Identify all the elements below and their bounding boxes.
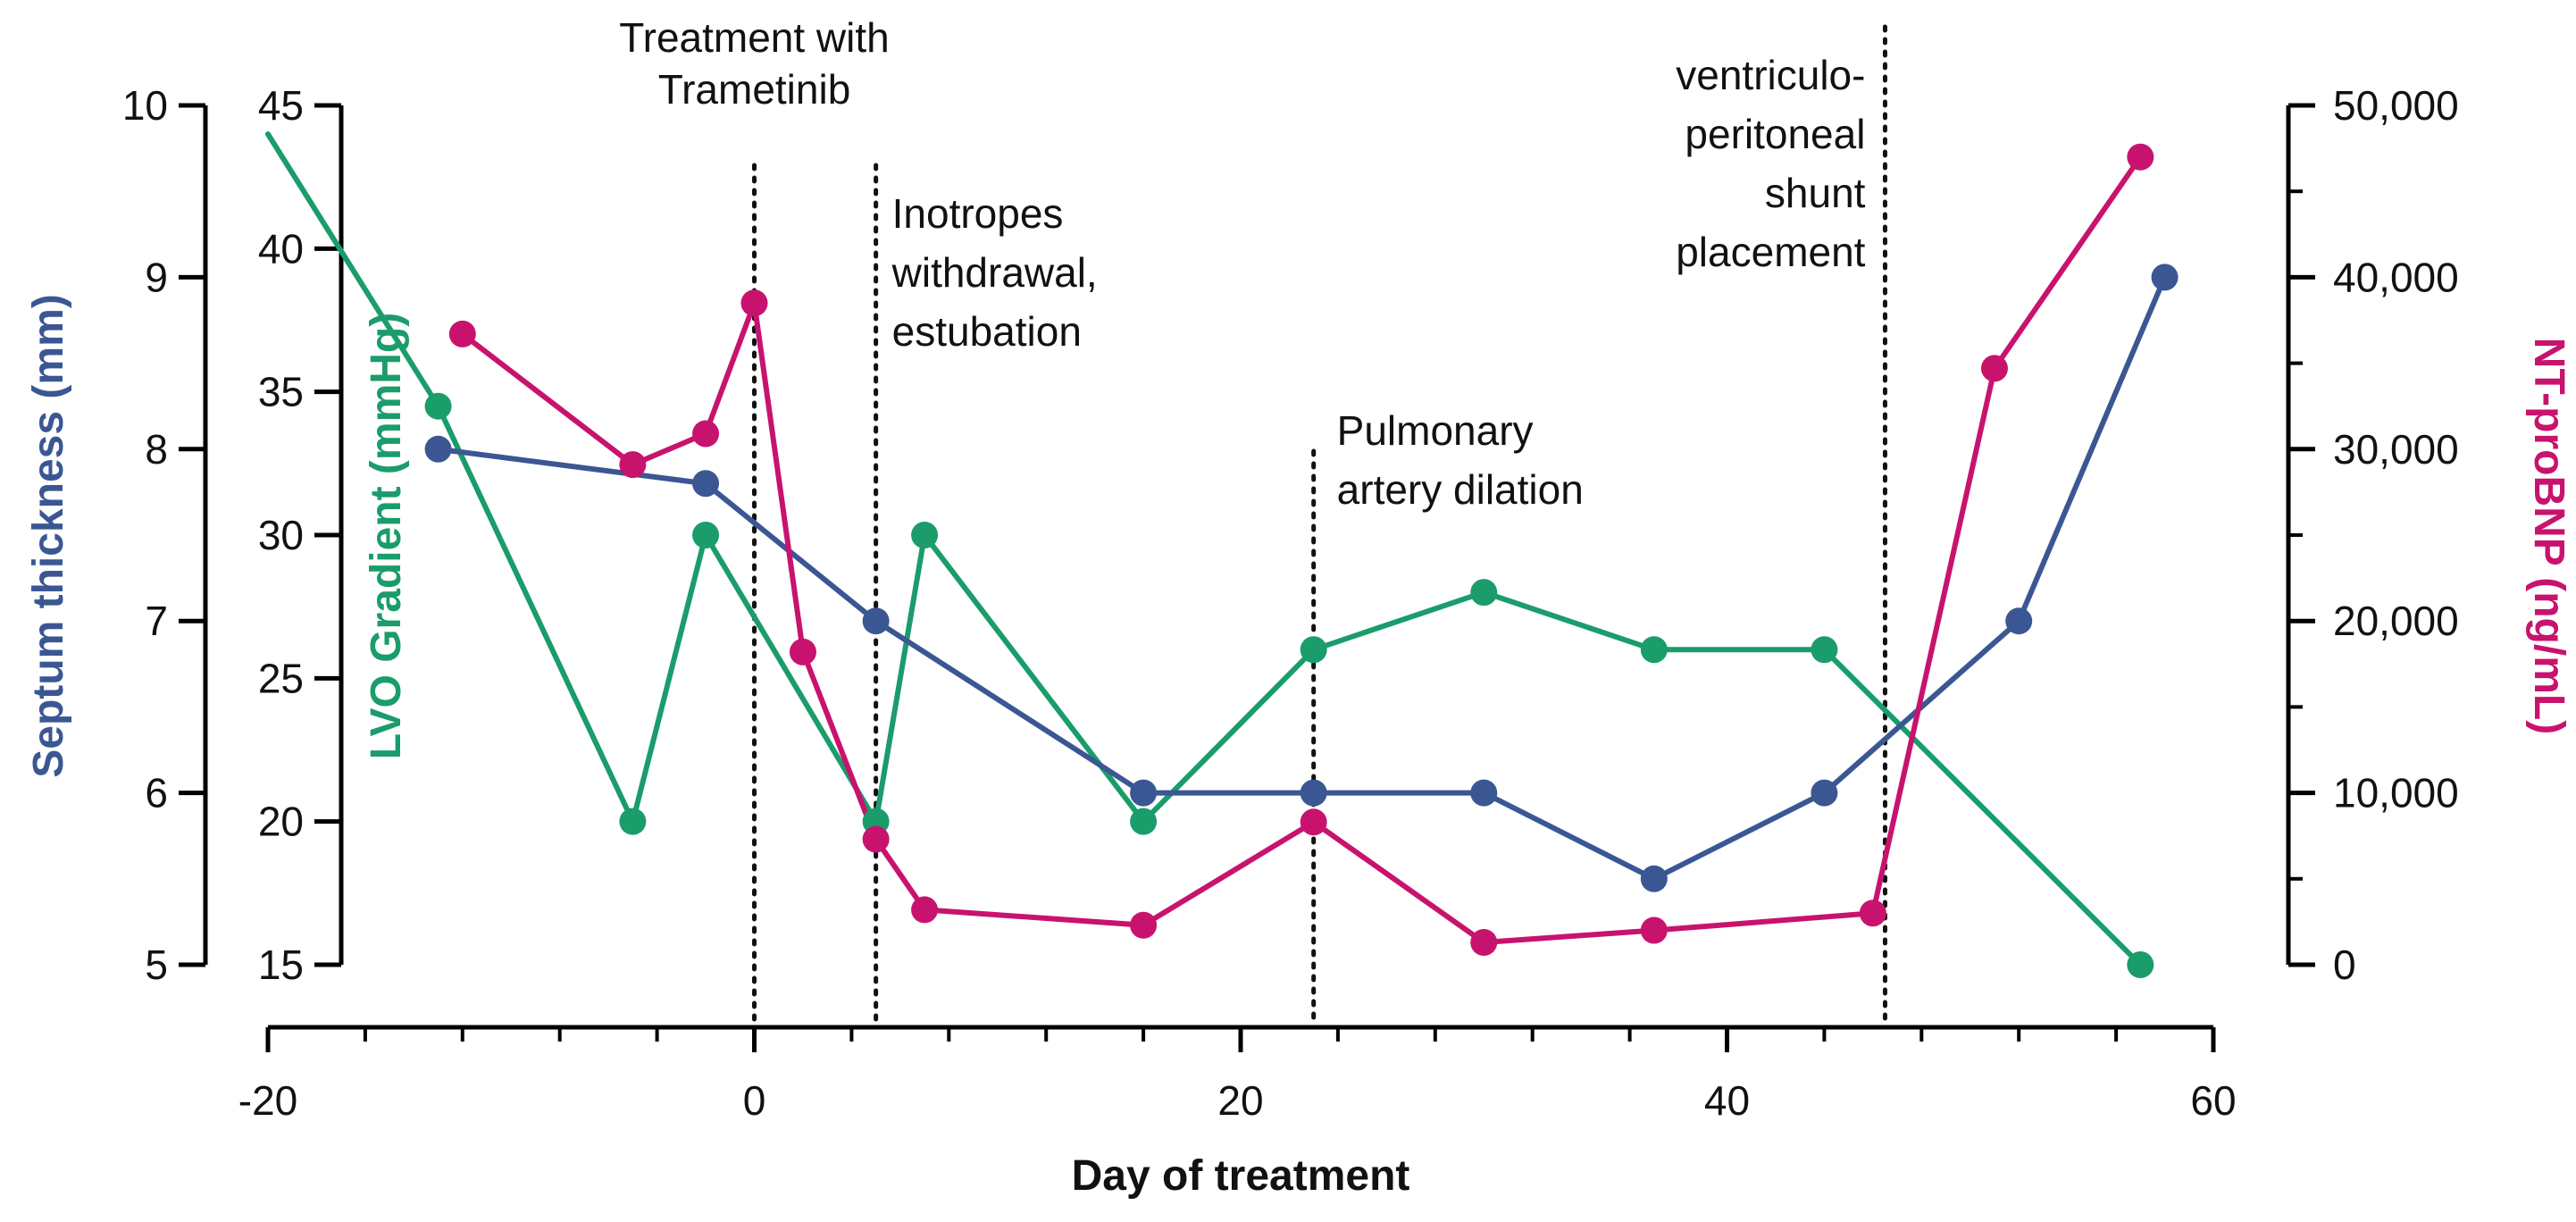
y-tick-label-ntprobnp: 0 — [2333, 942, 2356, 988]
data-point-lvo — [1640, 636, 1668, 664]
annotation-text: Pulmonary — [1337, 407, 1534, 454]
data-point-lvo — [1300, 636, 1327, 664]
series-points-group — [424, 143, 2179, 978]
y-tick-label-septum: 8 — [145, 426, 168, 473]
y-tick-label-ntprobnp: 40,000 — [2333, 254, 2459, 300]
y-tick-label-lvo: 40 — [258, 225, 304, 272]
data-point-lvo — [1130, 808, 1158, 835]
x-tick-label: -20 — [238, 1077, 297, 1124]
y-tick-label-septum: 9 — [145, 254, 168, 300]
x-axis-title: Day of treatment — [1072, 1152, 1410, 1200]
y-tick-label-septum: 6 — [145, 770, 168, 816]
data-point-ntprobnp — [619, 451, 647, 479]
data-point-septum — [2151, 264, 2179, 291]
data-point-ntprobnp — [692, 420, 720, 448]
series-lines-group — [265, 131, 2168, 967]
x-tick-label: 20 — [1217, 1077, 1263, 1124]
data-point-septum — [1300, 779, 1327, 807]
y-tick-label-lvo: 30 — [258, 512, 304, 558]
data-point-lvo — [619, 808, 647, 835]
annotation-text: Treatment with — [619, 14, 890, 61]
y-axis-septum-title: Septum thickness (mm) — [25, 294, 72, 777]
data-point-ntprobnp — [1980, 355, 2008, 382]
data-point-septum — [1470, 779, 1498, 807]
annotation-text: estubation — [892, 308, 1082, 355]
annotation-text: peritoneal — [1685, 111, 1865, 157]
annotation-text: placement — [1676, 229, 1865, 275]
y-tick-label-septum: 7 — [145, 598, 168, 644]
annotations-group: Treatment with Trametinib Inotropes withdra… — [619, 14, 1887, 1028]
y-tick-label-septum: 10 — [122, 82, 168, 129]
y-tick-label-lvo: 35 — [258, 369, 304, 415]
y-tick-label-ntprobnp: 10,000 — [2333, 770, 2459, 816]
annotation-text: ventriculo- — [1676, 52, 1865, 98]
y-axis-ntprobnp-title: NT-proBNP (ng/mL) — [2525, 338, 2572, 734]
data-point-septum — [1640, 865, 1668, 892]
data-point-lvo — [911, 522, 939, 548]
data-point-septum — [1811, 779, 1838, 807]
annotation-text: shunt — [1765, 170, 1866, 216]
y-tick-label-ntprobnp: 30,000 — [2333, 426, 2459, 473]
data-point-lvo — [2127, 951, 2154, 978]
annotation-text: withdrawal, — [891, 249, 1098, 296]
data-point-ntprobnp — [862, 825, 890, 853]
data-point-ntprobnp — [1300, 808, 1327, 836]
y-tick-label-septum: 5 — [145, 942, 168, 988]
x-tick-label: 0 — [743, 1077, 766, 1124]
y-tick-label-lvo: 45 — [258, 82, 304, 129]
series-line-ntprobnp — [459, 154, 2144, 945]
axes-group — [203, 105, 2291, 1030]
y-tick-label-ntprobnp: 50,000 — [2333, 82, 2459, 129]
data-point-septum — [1130, 779, 1158, 807]
ticks-group: 5 6 7 8 9 10 15 20 25 30 35 40 45 0 10,000 20,000 30,000… — [122, 82, 2459, 1124]
data-point-lvo — [424, 392, 452, 420]
data-point-ntprobnp — [740, 289, 768, 317]
x-tick-label: 40 — [1704, 1077, 1750, 1124]
data-point-ntprobnp — [1859, 900, 1886, 927]
y-tick-label-lvo: 25 — [258, 655, 304, 701]
data-point-septum — [862, 607, 890, 635]
data-point-lvo — [692, 522, 720, 548]
y-axis-lvo-title: LVO Gradient (mmHg) — [363, 313, 410, 759]
data-point-ntprobnp — [448, 320, 476, 347]
y-tick-label-lvo: 20 — [258, 799, 304, 845]
x-tick-label: 60 — [2190, 1077, 2236, 1124]
series-line-lvo — [265, 131, 2144, 967]
data-point-septum — [2005, 607, 2033, 635]
data-point-septum — [692, 470, 720, 498]
annotation-text: artery dilation — [1337, 466, 1584, 513]
data-point-ntprobnp — [911, 896, 939, 924]
data-point-septum — [424, 435, 452, 463]
data-point-lvo — [1470, 579, 1498, 607]
data-point-ntprobnp — [1640, 916, 1668, 944]
annotation-text: Inotropes — [892, 190, 1064, 237]
data-point-lvo — [1811, 636, 1838, 664]
data-point-ntprobnp — [1130, 911, 1158, 939]
data-point-ntprobnp — [2127, 143, 2154, 171]
data-point-ntprobnp — [1470, 928, 1498, 956]
data-point-ntprobnp — [789, 638, 816, 665]
y-tick-label-lvo: 15 — [258, 942, 304, 988]
annotation-text: Trametinib — [658, 66, 851, 113]
y-tick-label-ntprobnp: 20,000 — [2333, 598, 2459, 644]
